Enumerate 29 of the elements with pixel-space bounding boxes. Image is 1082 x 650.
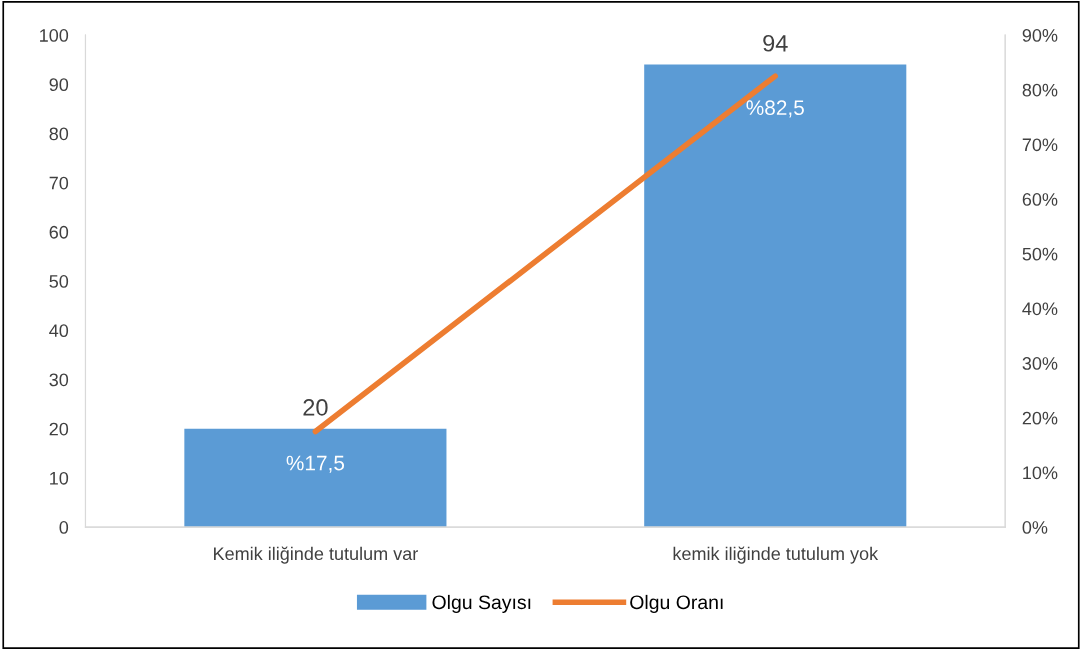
y2-tick-label: 80% xyxy=(1022,83,1058,97)
y-tick-label: 0 xyxy=(59,521,69,534)
y2-tick-label: 70% xyxy=(1022,138,1058,152)
x-tick-label: kemik iliğinde tutulum yok xyxy=(673,546,879,564)
y2-tick-label: 20% xyxy=(1022,411,1058,425)
data-label: 94 xyxy=(763,34,788,52)
y2-tick-label: 60% xyxy=(1022,193,1058,206)
y-tick-label: 90 xyxy=(49,78,69,92)
y-tick-label: 10 xyxy=(50,471,69,485)
y-tick-label: 60 xyxy=(49,225,69,239)
y2-tick-label: 40% xyxy=(1022,302,1058,316)
data-label: %17,5 xyxy=(286,455,345,473)
y2-tick-label: 50% xyxy=(1022,247,1058,261)
y-tick-label: 20 xyxy=(49,422,69,436)
y-tick-label: 40 xyxy=(49,324,69,338)
y-tick-label: 100 xyxy=(40,29,69,42)
y2-tick-label: 0% xyxy=(1022,521,1048,534)
y2-tick-label: 10% xyxy=(1023,466,1058,480)
legend-label: Olgu Sayısı xyxy=(432,594,531,613)
legend-label: Olgu Oranı xyxy=(630,594,723,613)
y2-tick-label: 90% xyxy=(1022,29,1058,42)
y-tick-label: 70 xyxy=(49,176,69,190)
y2-tick-label: 30% xyxy=(1022,357,1058,370)
y-tick-label: 80 xyxy=(49,127,69,141)
x-tick-label: Kemik iliğinde tutulum var xyxy=(214,546,418,564)
data-label: %82,5 xyxy=(746,100,804,118)
y-tick-label: 50 xyxy=(49,275,69,288)
data-label: 20 xyxy=(303,399,328,416)
y-tick-label: 30 xyxy=(49,373,69,387)
